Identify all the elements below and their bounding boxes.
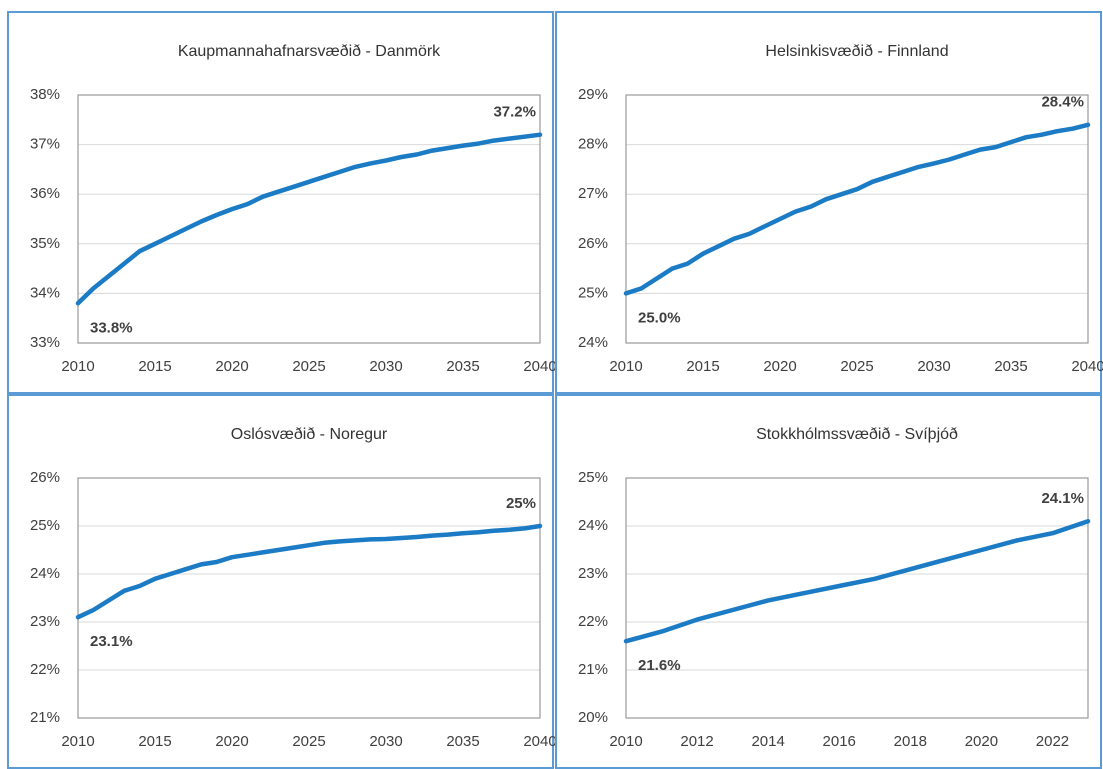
data-line [75, 132, 543, 306]
y-tick-label: 25% [30, 517, 60, 534]
x-tick-label: 2020 [965, 733, 998, 750]
y-tick-label: 22% [30, 661, 60, 678]
y-tick-label: 24% [30, 565, 60, 582]
y-tick-label: 22% [578, 613, 608, 630]
y-tick-label: 23% [578, 565, 608, 582]
data-label: 37.2% [493, 104, 536, 121]
panel-border [7, 394, 554, 769]
y-tick-label: 25% [578, 284, 608, 301]
chart-panel: Kaupmannahafnarsvæðið - Danmörk 33% 34% 35%… [7, 11, 557, 394]
x-tick-label: 2035 [994, 358, 1027, 375]
x-tick-label: 2035 [446, 733, 479, 750]
panel-border [7, 11, 554, 394]
y-tick-label: 28% [578, 136, 608, 153]
x-tick-label: 2030 [369, 733, 402, 750]
data-label: 25.0% [638, 309, 681, 326]
data-line [623, 122, 1091, 296]
data-label: 33.8% [90, 319, 133, 336]
plot-area [625, 477, 1089, 719]
x-tick-label: 2030 [369, 358, 402, 375]
data-label: 23.1% [90, 633, 133, 650]
y-tick-label: 21% [30, 709, 60, 726]
x-tick-label: 2015 [138, 733, 171, 750]
x-tick-label: 2030 [917, 358, 950, 375]
chart-title: Oslósvæðið - Noregur [231, 426, 388, 443]
data-label: 25% [506, 495, 536, 512]
x-tick-label: 2010 [609, 358, 642, 375]
plot-area [625, 94, 1089, 344]
x-tick-label: 2022 [1036, 733, 1069, 750]
chart-panel: Stokkhólmssvæðið - Svíþjóð 20% 21% 22% 23% 24… [555, 394, 1102, 769]
chart-panel: Helsinkisvæðið - Finnland 24% 25% 26% 27% 28%… [555, 11, 1103, 394]
panel-border [555, 11, 1102, 394]
y-tick-label: 24% [578, 334, 608, 351]
y-tick-label: 36% [30, 185, 60, 202]
x-tick-label: 2016 [823, 733, 856, 750]
data-line [623, 518, 1091, 644]
x-tick-label: 2014 [751, 733, 784, 750]
y-tick-label: 37% [30, 136, 60, 153]
y-tick-label: 21% [578, 661, 608, 678]
x-tick-label: 2018 [894, 733, 927, 750]
data-label: 24.1% [1041, 490, 1084, 507]
x-tick-label: 2010 [609, 733, 642, 750]
x-tick-label: 2040 [523, 358, 556, 375]
y-tick-label: 35% [30, 235, 60, 252]
x-tick-label: 2020 [763, 358, 796, 375]
y-tick-label: 26% [30, 469, 60, 486]
x-tick-label: 2025 [840, 358, 873, 375]
y-tick-label: 29% [578, 86, 608, 103]
x-tick-label: 2035 [446, 358, 479, 375]
x-tick-label: 2020 [215, 358, 248, 375]
y-tick-label: 33% [30, 334, 60, 351]
panel-border [555, 394, 1102, 769]
y-tick-label: 26% [578, 235, 608, 252]
y-tick-label: 20% [578, 709, 608, 726]
y-tick-label: 27% [578, 185, 608, 202]
data-line [75, 523, 543, 620]
chart-title: Helsinkisvæðið - Finnland [765, 43, 948, 60]
chart-panel: Oslósvæðið - Noregur 21% 22% 23% 24% 25% 26% 20… [7, 394, 557, 769]
chart-title: Stokkhólmssvæðið - Svíþjóð [756, 426, 958, 443]
x-tick-label: 2012 [680, 733, 713, 750]
y-tick-label: 25% [578, 469, 608, 486]
plot-area [77, 477, 541, 719]
plot-area [77, 94, 541, 344]
x-tick-label: 2025 [292, 733, 325, 750]
chart-title: Kaupmannahafnarsvæðið - Danmörk [178, 43, 441, 60]
x-tick-label: 2010 [61, 733, 94, 750]
x-tick-label: 2015 [686, 358, 719, 375]
y-tick-label: 34% [30, 284, 60, 301]
data-label: 28.4% [1041, 94, 1084, 111]
x-tick-label: 2015 [138, 358, 171, 375]
x-tick-label: 2025 [292, 358, 325, 375]
y-tick-label: 24% [578, 517, 608, 534]
x-tick-label: 2040 [523, 733, 556, 750]
x-tick-label: 2020 [215, 733, 248, 750]
data-label: 21.6% [638, 657, 681, 674]
y-tick-label: 38% [30, 86, 60, 103]
y-tick-label: 23% [30, 613, 60, 630]
x-tick-label: 2010 [61, 358, 94, 375]
x-tick-label: 2040 [1071, 358, 1103, 375]
